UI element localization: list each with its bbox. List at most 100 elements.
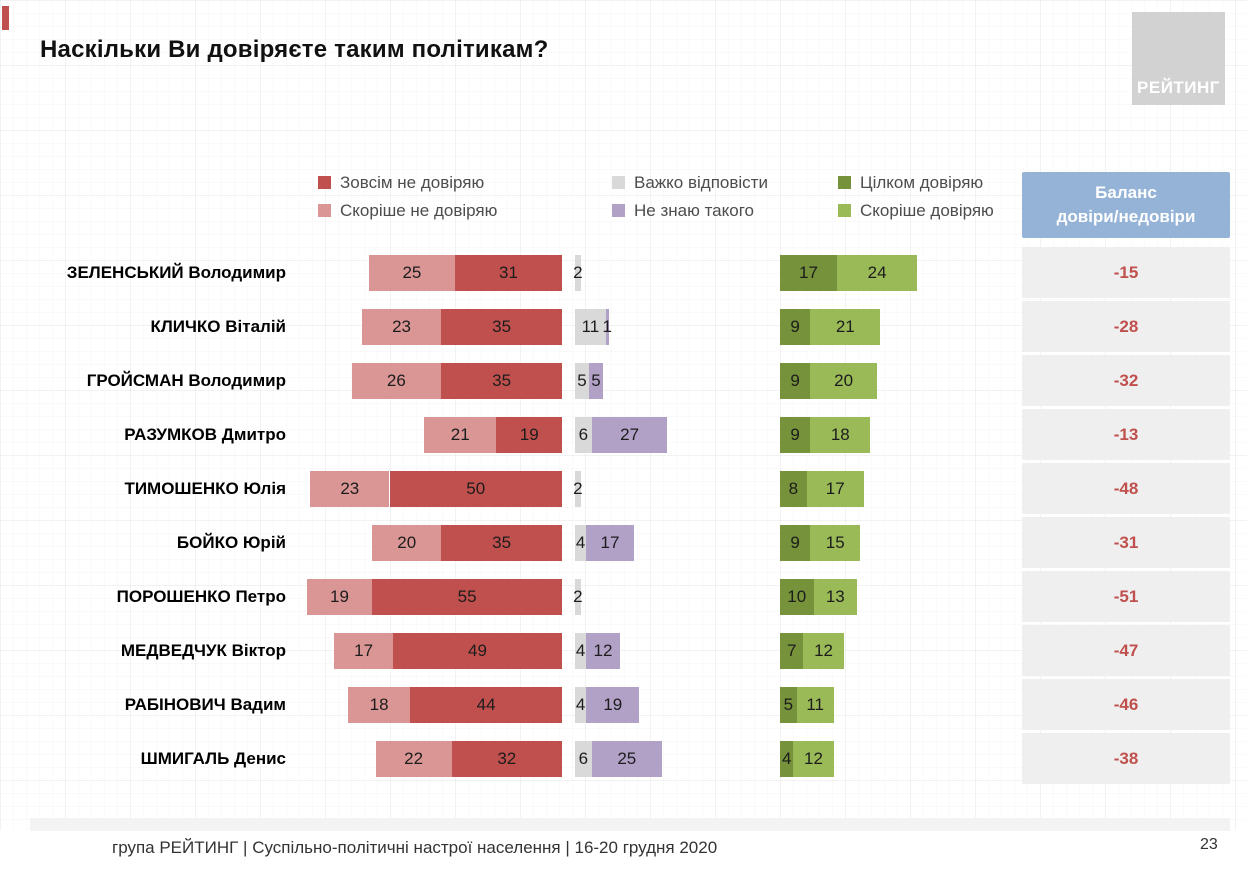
- segment-fully-trust: 17: [780, 255, 837, 291]
- segment-fully-distrust: 35: [441, 525, 562, 561]
- segment-hard-to-answer: 6: [575, 417, 592, 453]
- row-label: ПОРОШЕНКО Петро: [116, 587, 286, 606]
- legend-swatch-icon: [612, 204, 625, 217]
- segment-fully-distrust: 49: [392, 633, 562, 669]
- segment-dont-know-person: 12: [586, 633, 620, 669]
- segment-fully-distrust: 55: [372, 579, 562, 615]
- segment-fully-distrust: 35: [441, 309, 562, 345]
- segment-fully-trust: 9: [780, 309, 811, 345]
- segment-fully-distrust: 32: [451, 741, 562, 777]
- segment-fully-distrust: 50: [389, 471, 562, 507]
- legend-label: Важко відповісти: [634, 172, 768, 192]
- legend-item: Цілком довіряю: [838, 172, 994, 193]
- segment-hard-to-answer: 5: [575, 363, 589, 399]
- balance-value-cell: -28: [1022, 301, 1230, 352]
- balance-value-cell: -32: [1022, 355, 1230, 406]
- segment-dont-know-person: 17: [586, 525, 634, 561]
- segment-hard-to-answer: 4: [575, 687, 587, 723]
- legend-column-neutral: Важко відповісти Не знаю такого: [612, 172, 768, 221]
- legend-label: Зовсім не довіряю: [340, 172, 485, 192]
- balance-value-cell: -48: [1022, 463, 1230, 514]
- balance-value-cell: -38: [1022, 733, 1230, 784]
- segment-fully-distrust: 31: [455, 255, 562, 291]
- legend-swatch-icon: [838, 204, 851, 217]
- segment-dont-know-person: 19: [586, 687, 640, 723]
- segment-fully-trust: 4: [780, 741, 794, 777]
- page-number: 23: [1200, 836, 1218, 853]
- rating-logo-text: РЕЙТИНГ: [1137, 78, 1220, 97]
- legend-item: Зовсім не довіряю: [318, 172, 497, 193]
- rating-group-logo: РЕЙТИНГ: [1132, 12, 1225, 105]
- footer-source-text: група РЕЙТИНГ | Суспільно-політичні наст…: [112, 838, 718, 857]
- segment-rather-trust: 13: [813, 579, 858, 615]
- row-label: КЛИЧКО Віталій: [150, 317, 286, 336]
- segment-fully-trust: 9: [780, 525, 811, 561]
- balance-value-cell: -46: [1022, 679, 1230, 730]
- segment-rather-distrust: 19: [306, 579, 373, 615]
- segment-rather-distrust: 21: [424, 417, 497, 453]
- legend-column-negative: Зовсім не довіряю Скоріше не довіряю: [318, 172, 497, 221]
- segment-hard-to-answer: 4: [575, 633, 587, 669]
- row-label: МЕДВЕДЧУК Віктор: [120, 641, 286, 660]
- legend-item: Скоріше не довіряю: [318, 200, 497, 221]
- segment-rather-distrust: 23: [310, 471, 390, 507]
- row-label: РАЗУМКОВ Дмитро: [124, 425, 286, 444]
- segment-hard-to-answer: 11: [575, 309, 606, 345]
- balance-column-header: Баланс довіри/недовіри: [1022, 172, 1230, 238]
- segment-hard-to-answer: 2: [573, 471, 583, 507]
- segment-fully-trust: 9: [780, 363, 811, 399]
- balance-value-cell: -47: [1022, 625, 1230, 676]
- red-corner-mark: [2, 6, 9, 30]
- segment-fully-trust: 5: [780, 687, 797, 723]
- segment-dont-know-person: 1: [602, 309, 612, 345]
- legend-label: Цілком довіряю: [860, 172, 984, 192]
- segment-hard-to-answer: 2: [573, 255, 583, 291]
- legend-item: Важко відповісти: [612, 172, 768, 193]
- row-label: БОЙКО Юрій: [176, 533, 286, 552]
- segment-rather-distrust: 25: [368, 255, 456, 291]
- segment-rather-trust: 21: [810, 309, 881, 345]
- segment-dont-know-person: 25: [591, 741, 662, 777]
- balance-header-line1: Баланс: [1095, 183, 1157, 203]
- row-label: РАБІНОВИЧ Вадим: [124, 695, 286, 714]
- row-label: ГРОЙСМАН Володимир: [86, 371, 286, 390]
- legend-swatch-icon: [318, 204, 331, 217]
- segment-fully-trust: 9: [780, 417, 811, 453]
- segment-rather-trust: 17: [806, 471, 864, 507]
- balance-value-cell: -15: [1022, 247, 1230, 298]
- balance-header-line2: довіри/недовіри: [1056, 207, 1196, 226]
- legend-item: Не знаю такого: [612, 200, 768, 221]
- segment-rather-distrust: 17: [334, 633, 393, 669]
- page-title: Наскільки Ви довіряєте таким політикам?: [40, 36, 549, 63]
- segment-fully-distrust: 35: [441, 363, 562, 399]
- row-label: ШМИГАЛЬ Денис: [140, 749, 286, 768]
- segment-rather-distrust: 18: [348, 687, 411, 723]
- segment-rather-trust: 20: [810, 363, 878, 399]
- legend-label: Скоріше довіряю: [860, 200, 994, 220]
- segment-dont-know-person: 5: [589, 363, 603, 399]
- segment-rather-trust: 11: [796, 687, 834, 723]
- row-label: ЗЕЛЕНСЬКИЙ Володимир: [66, 263, 286, 282]
- segment-rather-distrust: 23: [361, 309, 442, 345]
- legend-swatch-icon: [318, 176, 331, 189]
- segment-rather-distrust: 20: [372, 525, 442, 561]
- legend-swatch-icon: [612, 176, 625, 189]
- segment-fully-distrust: 19: [496, 417, 562, 453]
- segment-rather-trust: 12: [803, 633, 844, 669]
- segment-hard-to-answer: 4: [575, 525, 587, 561]
- segment-hard-to-answer: 6: [575, 741, 592, 777]
- segment-rather-distrust: 22: [375, 741, 452, 777]
- balance-value-cell: -13: [1022, 409, 1230, 460]
- segment-fully-trust: 10: [780, 579, 814, 615]
- chart-bottom-strip: [30, 818, 1230, 831]
- segment-hard-to-answer: 2: [573, 579, 583, 615]
- balance-value-cell: -51: [1022, 571, 1230, 622]
- segment-rather-trust: 15: [810, 525, 861, 561]
- segment-fully-distrust: 44: [410, 687, 562, 723]
- segment-rather-distrust: 26: [351, 363, 442, 399]
- legend-item: Скоріше довіряю: [838, 200, 994, 221]
- segment-rather-trust: 24: [836, 255, 918, 291]
- segment-rather-trust: 18: [810, 417, 871, 453]
- balance-value-cell: -31: [1022, 517, 1230, 568]
